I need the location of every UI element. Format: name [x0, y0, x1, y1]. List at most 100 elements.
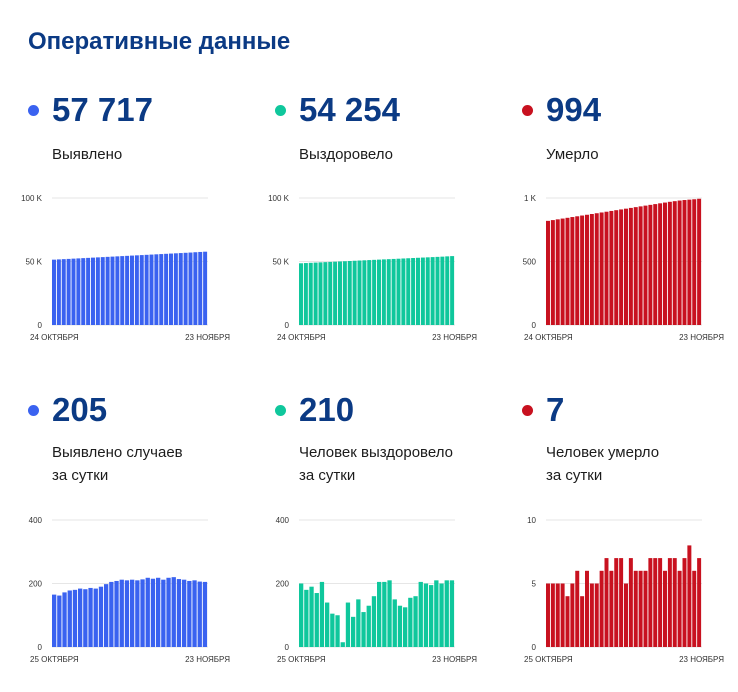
x-axis-end-label: 23 НОЯБРЯ [432, 333, 477, 342]
bar [318, 262, 323, 325]
bar [159, 254, 164, 325]
bar [188, 252, 193, 325]
bar [392, 599, 397, 648]
bar [104, 584, 109, 647]
bar [653, 558, 658, 647]
bar [76, 258, 81, 325]
chart-deaths: 0 500 1 K 24 ОКТЯБРЯ 23 НОЯБРЯ [523, 194, 725, 342]
bar [308, 262, 313, 325]
y-tick-label: 200 [29, 580, 43, 589]
bar [130, 255, 134, 325]
series-dot-icon [522, 405, 533, 416]
stat-value: 994 [546, 91, 602, 128]
bar [197, 581, 202, 647]
bar [144, 254, 149, 325]
bar [110, 256, 115, 325]
bar [202, 581, 208, 647]
bar [638, 206, 643, 325]
y-tick-label: 0 [38, 321, 43, 330]
bar [56, 259, 61, 325]
stat-value: 7 [546, 391, 565, 428]
bar [145, 577, 150, 647]
bar [125, 255, 130, 325]
bar [430, 257, 435, 325]
bar [565, 217, 570, 325]
bar [396, 258, 401, 325]
bar [439, 583, 444, 647]
bar [658, 558, 663, 647]
bar [440, 256, 445, 325]
stat-label-line: Человек выздоровело [299, 444, 453, 461]
bar [677, 570, 682, 647]
bar [182, 579, 187, 647]
y-tick-label: 5 [532, 580, 537, 589]
stat-label-line: Умерло [546, 146, 599, 163]
bar [692, 199, 697, 325]
bar [303, 263, 308, 325]
bar [550, 220, 555, 325]
bar [130, 579, 135, 647]
bar [434, 580, 439, 647]
bar [325, 602, 330, 647]
bar [330, 613, 335, 647]
bar [663, 570, 667, 647]
bar [345, 602, 351, 647]
bar [418, 581, 423, 647]
bar [91, 257, 95, 325]
bar [697, 558, 702, 647]
bar [120, 256, 125, 325]
bar [411, 258, 416, 325]
bar [361, 612, 366, 647]
bar [391, 258, 396, 325]
bar [643, 570, 648, 647]
bar [347, 260, 352, 325]
bar [323, 262, 328, 325]
bar [149, 254, 154, 325]
bar [585, 570, 589, 647]
bar [624, 583, 628, 647]
bar [362, 260, 367, 325]
bar [546, 220, 550, 325]
bar [371, 596, 377, 647]
bar [203, 251, 208, 325]
bar [425, 257, 430, 325]
y-tick-label: 100 K [21, 194, 43, 203]
bar [397, 605, 403, 647]
series-dot-icon [275, 105, 286, 116]
bar [171, 577, 176, 647]
chart-detected: 0 50 K 100 K 24 ОКТЯБРЯ 23 НОЯБРЯ [21, 194, 230, 342]
bar [161, 579, 166, 647]
bar [550, 583, 555, 647]
bar [589, 214, 594, 325]
bar [109, 581, 114, 647]
bar [450, 256, 455, 325]
bar [328, 261, 333, 325]
bar [445, 256, 450, 325]
bar [416, 257, 420, 325]
stat-label: Человек умерло за сутки [546, 441, 659, 488]
bar [176, 579, 182, 647]
bar [335, 615, 340, 647]
bar [663, 202, 667, 325]
bar [319, 581, 325, 647]
stat-label: Выявлено [52, 143, 122, 166]
bar [599, 570, 604, 647]
bar [83, 589, 88, 647]
bar [52, 259, 56, 325]
bar [594, 213, 599, 325]
bar [173, 253, 178, 325]
bar [682, 200, 687, 325]
bar [198, 251, 203, 325]
series-dot-icon [522, 105, 533, 116]
bar [154, 254, 159, 325]
bar [169, 253, 173, 325]
bar [314, 593, 319, 647]
y-tick-label: 1 K [524, 194, 537, 203]
y-tick-label: 100 K [268, 194, 290, 203]
bar [599, 212, 604, 325]
bar [677, 200, 682, 325]
bar [570, 583, 575, 647]
stat-label-line: Выздоровело [299, 146, 394, 163]
bar [150, 578, 156, 647]
bar [366, 605, 371, 647]
